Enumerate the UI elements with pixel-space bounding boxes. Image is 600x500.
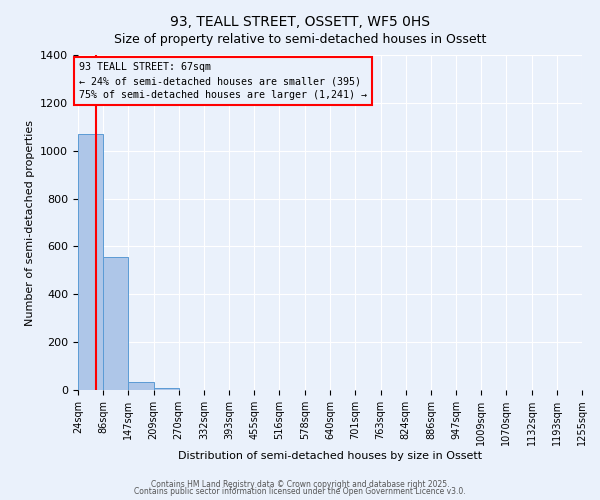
X-axis label: Distribution of semi-detached houses by size in Ossett: Distribution of semi-detached houses by … [178, 451, 482, 461]
Bar [78, 134, 103, 390]
Bar [128, 382, 154, 390]
Text: Contains public sector information licensed under the Open Government Licence v3: Contains public sector information licen… [134, 487, 466, 496]
Y-axis label: Number of semi-detached properties: Number of semi-detached properties [25, 120, 35, 326]
Text: 93, TEALL STREET, OSSETT, WF5 0HS: 93, TEALL STREET, OSSETT, WF5 0HS [170, 15, 430, 29]
Text: 93 TEALL STREET: 67sqm
← 24% of semi-detached houses are smaller (395)
75% of se: 93 TEALL STREET: 67sqm ← 24% of semi-det… [79, 62, 367, 100]
Bar [154, 388, 179, 390]
Bar [103, 257, 128, 390]
Text: Contains HM Land Registry data © Crown copyright and database right 2025.: Contains HM Land Registry data © Crown c… [151, 480, 449, 489]
Text: Size of property relative to semi-detached houses in Ossett: Size of property relative to semi-detach… [114, 32, 486, 46]
